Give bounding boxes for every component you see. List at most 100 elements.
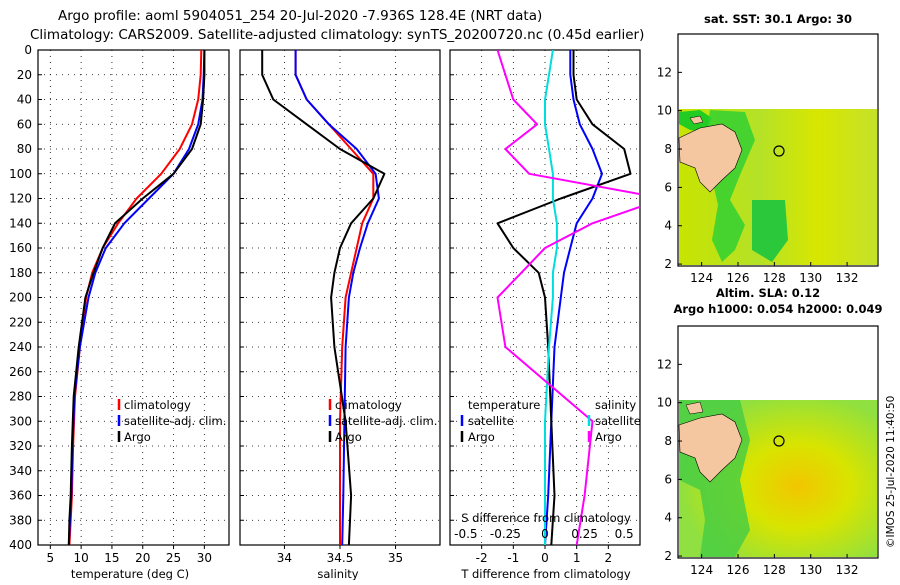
y-tick-label: 180 [9, 266, 32, 280]
difference-top-ticks: -0.5 -0.25 0 0.25 0.5 [454, 527, 634, 541]
salinity-series [261, 50, 386, 545]
temperature-series [67, 50, 206, 545]
title-line2: Climatology: CARS2009. Satellite-adjuste… [30, 27, 644, 43]
legend-satellite: satellite-adj. clim. [124, 414, 226, 428]
map-x-tick-label: 126 [727, 563, 750, 577]
land-timor [678, 413, 743, 483]
map-y-tick-label: 12 [657, 357, 672, 371]
y-tick-label: 200 [9, 291, 32, 305]
sla-map-subtitle: Argo h1000: 0.054 h2000: 0.049 [673, 302, 882, 316]
y-tick-label: 240 [9, 340, 32, 354]
difference-top-xlabel: S difference from climatology [461, 511, 631, 525]
top-tick-label: 0 [541, 527, 549, 541]
sst-cool-patch [752, 200, 788, 262]
x-tick-label: 1 [573, 551, 581, 565]
x-tick-label: 30 [197, 551, 212, 565]
series-s-satellite [544, 50, 558, 545]
x-tick-label: 20 [135, 551, 150, 565]
y-tick-label: 400 [9, 538, 32, 552]
y-tick-label: 60 [17, 117, 32, 131]
temperature-xlabel: temperature (deg C) [71, 567, 189, 580]
salinity-legend: climatology satellite-adj. clim. Argo [328, 398, 437, 444]
series-t-satellite [544, 50, 603, 545]
x-tick-label: 10 [73, 551, 88, 565]
map-y-tick-label: 2 [664, 549, 672, 563]
sla-map-title: Altim. SLA: 0.12 [716, 286, 820, 300]
map-y-tick-label: 6 [664, 180, 672, 194]
legend-salinity: salinity [595, 398, 636, 412]
argo-location-marker [773, 435, 785, 447]
x-tick-label: 35 [388, 551, 403, 565]
argo-location-marker [773, 145, 785, 157]
x-tick-label: 0 [541, 551, 549, 565]
legend-argo: Argo [335, 430, 362, 444]
map-y-tick-label: 2 [664, 257, 672, 271]
y-tick-label: 300 [9, 414, 32, 428]
legend-satellite: satellite-adj. clim. [335, 414, 437, 428]
series-s-argo [496, 50, 640, 545]
difference-legend-left: temperature satellite Argo [460, 398, 540, 444]
map-y-tick-label: 8 [664, 142, 672, 156]
series-satellite-adj-clim- [67, 50, 206, 545]
y-tick-label: 40 [17, 93, 32, 107]
map-y-tick-label: 10 [657, 104, 672, 118]
map-x-tick-label: 124 [690, 563, 713, 577]
legend-climatology: climatology [124, 398, 191, 412]
legend-temperature: temperature [468, 398, 540, 412]
map-x-tick-label: 130 [799, 563, 822, 577]
y-tick-label: 120 [9, 192, 32, 206]
land-timor [678, 123, 743, 193]
map-x-tick-label: 132 [836, 271, 859, 285]
x-tick-label: 34 [277, 551, 292, 565]
difference-series [496, 50, 640, 545]
y-tick-label: 140 [9, 216, 32, 230]
land-island [685, 401, 704, 415]
y-tick-label: 80 [17, 142, 32, 156]
top-tick-label: 0.5 [615, 527, 634, 541]
series-argo [67, 50, 206, 545]
legend-s-satellite: satellite [595, 414, 641, 428]
map-x-tick-label: 126 [727, 271, 750, 285]
top-tick-label: 0.25 [571, 527, 598, 541]
sla-map-axes: 124 126 128 130 132 2 4 6 8 10 12 [657, 357, 859, 577]
legend-t-satellite: satellite [468, 414, 514, 428]
legend-s-argo: Argo [595, 430, 622, 444]
title-line1: Argo profile: aoml 5904051_254 20-Jul-20… [58, 8, 542, 24]
map-y-tick-label: 8 [664, 434, 672, 448]
map-x-tick-label: 124 [690, 271, 713, 285]
y-tick-label: 340 [9, 464, 32, 478]
salinity-x-axis: 34 34.5 35 [277, 545, 403, 565]
series-argo [261, 50, 386, 545]
y-tick-label: 20 [17, 68, 32, 82]
y-tick-label: 380 [9, 513, 32, 527]
y-tick-label: 320 [9, 439, 32, 453]
sst-map [677, 33, 879, 267]
series-satellite-adj-clim- [294, 50, 380, 545]
y-tick-label: 0 [24, 43, 32, 57]
top-tick-label: -0.25 [490, 527, 521, 541]
x-tick-label: -2 [476, 551, 488, 565]
map-x-tick-label: 128 [763, 271, 786, 285]
x-tick-label: 2 [605, 551, 613, 565]
difference-legend-right: salinity satellite Argo [587, 398, 641, 444]
y-tick-label: 360 [9, 489, 32, 503]
land-island [689, 115, 704, 125]
difference-xlabel: T difference from climatology [460, 567, 631, 580]
map-y-tick-label: 10 [657, 396, 672, 410]
sst-map-title: sat. SST: 30.1 Argo: 30 [704, 12, 852, 26]
legend-t-argo: Argo [468, 430, 495, 444]
temperature-x-axis: 5 10 15 20 25 30 [47, 545, 212, 565]
x-tick-label: 15 [104, 551, 119, 565]
map-y-tick-label: 4 [664, 219, 672, 233]
sst-map-axes: 124 126 128 130 132 2 4 6 8 10 12 [657, 65, 859, 285]
temperature-legend: climatology satellite-adj. clim. Argo [117, 398, 226, 444]
sla-map [677, 325, 879, 559]
legend-climatology: climatology [335, 398, 402, 412]
map-x-tick-label: 130 [799, 271, 822, 285]
map-x-tick-label: 128 [763, 563, 786, 577]
y-tick-label: 280 [9, 390, 32, 404]
x-tick-label: 34.5 [327, 551, 354, 565]
y-tick-label: 220 [9, 315, 32, 329]
map-y-tick-label: 6 [664, 472, 672, 486]
